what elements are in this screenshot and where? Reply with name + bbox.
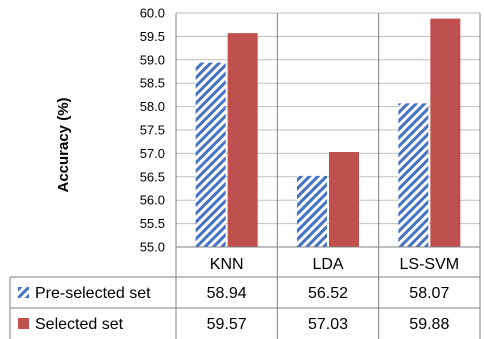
category-label-ls-svm: LS-SVM: [400, 256, 460, 273]
y-tick-label: 58.5: [140, 76, 165, 91]
legend-row-pre-selected: Pre-selected set 58.94 56.52 58.07: [18, 285, 449, 302]
y-tick-label: 55.5: [140, 216, 165, 231]
pre-selected-bar-ls-svm: [398, 103, 428, 247]
y-tick-label: 59.5: [140, 29, 165, 44]
pre-selected-values: 58.94 56.52 58.07: [207, 285, 450, 302]
selected-legend-label: Selected set: [35, 316, 124, 333]
category-label-knn: KNN: [210, 256, 244, 273]
pre-selected-legend-swatch: [18, 287, 29, 298]
table-value-cell: 59.57: [207, 316, 247, 333]
selected-legend-swatch: [18, 318, 29, 329]
selected-bar-knn: [228, 33, 258, 247]
category-label-lda: LDA: [312, 256, 343, 273]
selected-values: 59.57 57.03 59.88: [207, 316, 450, 333]
table-value-cell: 56.52: [308, 285, 348, 302]
y-tick-label: 56.5: [140, 169, 165, 184]
y-tick-label: 59.0: [140, 52, 165, 67]
y-tick-label: 55.0: [140, 240, 165, 255]
y-tick-label: 56.0: [140, 193, 165, 208]
table-value-cell: 59.88: [409, 316, 449, 333]
bars: [196, 19, 461, 247]
y-tick-label: 57.5: [140, 123, 165, 138]
pre-selected-bar-knn: [196, 63, 226, 247]
pre-selected-bar-lda: [297, 176, 327, 247]
selected-bar-lda: [329, 152, 359, 247]
selected-bar-ls-svm: [430, 19, 460, 247]
y-axis-label: Accuracy (%): [55, 97, 72, 192]
table-header-row: KNN LDA LS-SVM: [210, 256, 459, 273]
table-value-cell: 58.07: [409, 285, 449, 302]
table-value-cell: 58.94: [207, 285, 247, 302]
table-value-cell: 57.03: [308, 316, 348, 333]
y-tick-label: 57.0: [140, 146, 165, 161]
pre-selected-legend-label: Pre-selected set: [35, 285, 151, 302]
y-axis-ticks: 55.0 55.5 56.0 56.5 57.0 57.5 58.0 58.5 59.0 59.5…: [140, 6, 165, 255]
y-tick-label: 58.0: [140, 99, 165, 114]
legend-row-selected: Selected set 59.57 57.03 59.88: [18, 316, 449, 333]
y-tick-label: 60.0: [140, 6, 165, 21]
